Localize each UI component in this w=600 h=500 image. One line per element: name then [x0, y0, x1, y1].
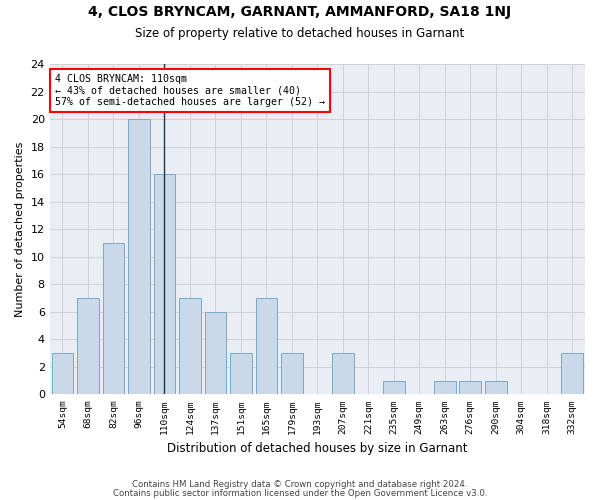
Bar — [562, 353, 583, 395]
Bar — [52, 353, 73, 395]
Bar — [256, 298, 277, 394]
Text: Size of property relative to detached houses in Garnant: Size of property relative to detached ho… — [136, 28, 464, 40]
Bar — [485, 380, 506, 394]
Text: 4 CLOS BRYNCAM: 110sqm
← 43% of detached houses are smaller (40)
57% of semi-det: 4 CLOS BRYNCAM: 110sqm ← 43% of detached… — [55, 74, 325, 107]
Text: Contains HM Land Registry data © Crown copyright and database right 2024.: Contains HM Land Registry data © Crown c… — [132, 480, 468, 489]
Bar — [103, 243, 124, 394]
Y-axis label: Number of detached properties: Number of detached properties — [15, 142, 25, 317]
Bar — [154, 174, 175, 394]
Bar — [383, 380, 404, 394]
Bar — [434, 380, 455, 394]
Text: 4, CLOS BRYNCAM, GARNANT, AMMANFORD, SA18 1NJ: 4, CLOS BRYNCAM, GARNANT, AMMANFORD, SA1… — [88, 5, 512, 19]
Bar — [332, 353, 353, 395]
Bar — [128, 119, 150, 394]
Bar — [205, 312, 226, 394]
Text: Contains public sector information licensed under the Open Government Licence v3: Contains public sector information licen… — [113, 489, 487, 498]
Bar — [230, 353, 251, 395]
Bar — [460, 380, 481, 394]
Bar — [179, 298, 201, 394]
Bar — [281, 353, 302, 395]
Bar — [77, 298, 99, 394]
X-axis label: Distribution of detached houses by size in Garnant: Distribution of detached houses by size … — [167, 442, 467, 455]
